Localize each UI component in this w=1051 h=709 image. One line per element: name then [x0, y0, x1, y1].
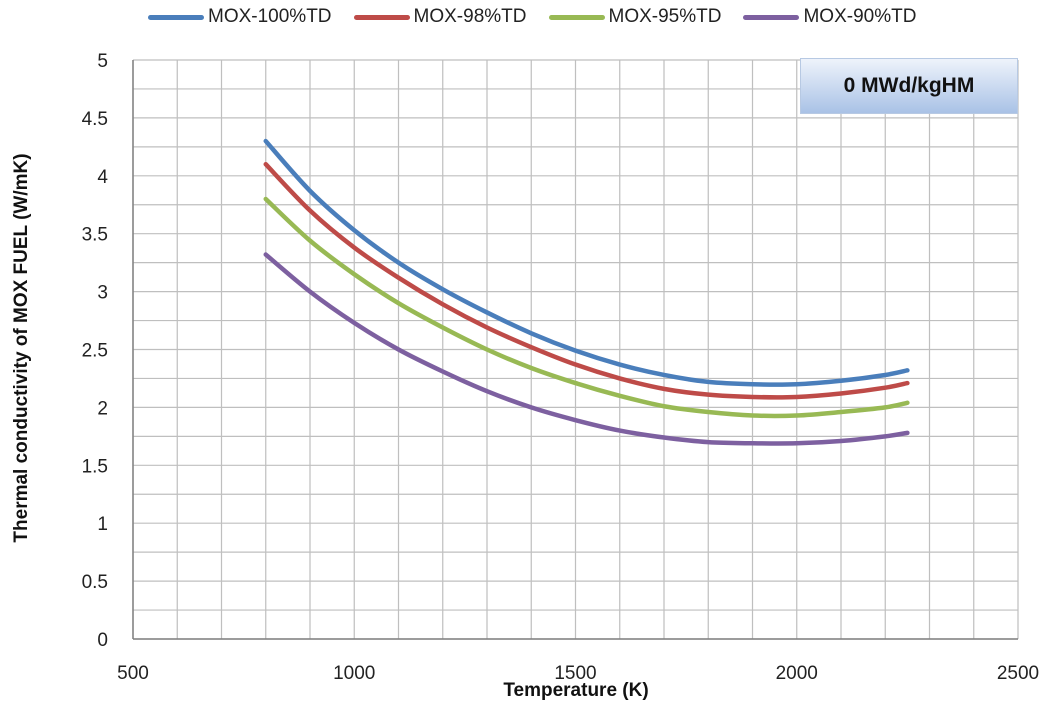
legend-label: MOX-98%TD [413, 6, 527, 27]
legend-label: MOX-90%TD [803, 6, 917, 27]
x-tick-label: 2500 [997, 663, 1039, 684]
y-tick-label: 5 [97, 51, 108, 72]
legend-item: MOX-90%TD [743, 6, 916, 28]
x-tick-label: 500 [117, 663, 149, 684]
series-line-MOX-98%TD [263, 161, 910, 400]
y-tick-label: 2.5 [82, 341, 108, 362]
legend-item: MOX-95%TD [548, 6, 722, 28]
x-axis-label: Temperature (K) [503, 680, 649, 701]
axes [132, 60, 1018, 640]
legend-swatch [548, 14, 605, 20]
legend-swatch [743, 14, 800, 20]
y-tick-label: 3.5 [82, 225, 108, 246]
y-tick-label: 1 [97, 514, 108, 535]
y-tick-label: 1.5 [82, 456, 108, 477]
x-tick-label: 1500 [554, 663, 596, 684]
y-axis-label: Thermal conductivity of MOX FUEL (W/mK) [11, 153, 32, 543]
legend-swatch [148, 14, 204, 20]
x-tick-label: 2000 [776, 663, 818, 684]
y-tick-label: 4.5 [82, 109, 108, 130]
y-tick-label: 2 [97, 398, 108, 419]
legend-label: MOX-95%TD [608, 6, 722, 27]
y-tick-label: 3 [97, 283, 108, 304]
tick-labels: 500 1000 1500 2000 2500 0 0.5 1 1.5 2 2.5 3 3.5 4 4.5 5 [82, 51, 1040, 684]
legend: MOX-100%TD MOX-98%TD MOX-95%TD MOX-90%TD [148, 6, 916, 28]
legend-label: MOX-100%TD [208, 6, 332, 27]
x-tick-label: 1000 [333, 663, 375, 684]
y-tick-label: 0.5 [82, 572, 108, 593]
legend-item: MOX-100%TD [148, 6, 332, 28]
series-line-MOX-100%TD [263, 138, 910, 387]
series-line-MOX-95%TD [263, 196, 910, 419]
series-line-MOX-90%TD [263, 252, 910, 446]
y-tick-label: 0 [97, 630, 108, 651]
legend-item: MOX-98%TD [353, 6, 527, 28]
legend-swatch [353, 14, 410, 20]
series-lines [263, 138, 910, 446]
chart-annotation: 0 MWd/kgHM [800, 58, 1018, 114]
y-tick-label: 4 [97, 167, 108, 188]
